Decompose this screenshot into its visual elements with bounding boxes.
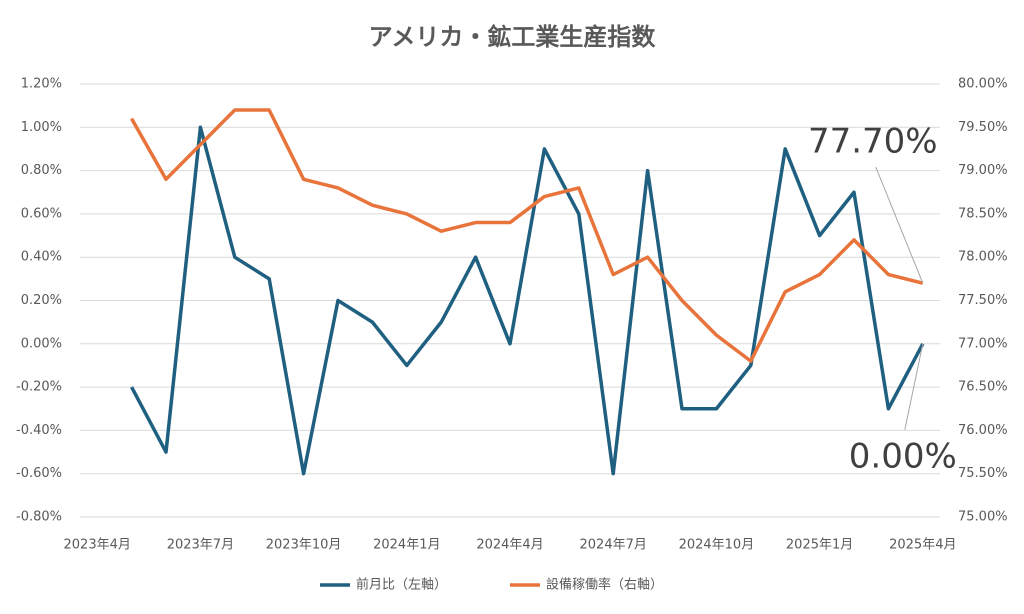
- legend-label: 前月比（左軸）: [356, 577, 447, 593]
- legend-label: 設備稼働率（右軸）: [546, 577, 663, 593]
- x-tick-label: 2024年7月: [580, 538, 647, 553]
- y-tick-label: -0.80%: [16, 510, 62, 525]
- x-tick-label: 2023年10月: [266, 538, 342, 553]
- x-tick-label: 2025年4月: [889, 538, 956, 553]
- y2-tick-label: 76.00%: [958, 423, 1008, 438]
- data-label: 0.00%: [849, 436, 957, 476]
- x-tick-label: 2023年7月: [167, 538, 234, 553]
- y-tick-label: 0.60%: [21, 206, 62, 221]
- y-tick-label: -0.60%: [16, 466, 62, 481]
- x-tick-label: 2023年4月: [64, 538, 131, 553]
- leader-line: [875, 166, 924, 284]
- x-tick-label: 2024年1月: [373, 538, 440, 553]
- y2-tick-label: 80.00%: [958, 77, 1008, 92]
- y-tick-label: 1.00%: [21, 120, 62, 135]
- leader-line: [904, 343, 924, 430]
- y-tick-label: -0.40%: [16, 423, 62, 438]
- y2-tick-label: 77.50%: [958, 293, 1008, 308]
- y2-tick-label: 79.00%: [958, 163, 1008, 178]
- x-tick-label: 2024年10月: [679, 538, 755, 553]
- y2-tick-label: 75.50%: [958, 466, 1008, 481]
- y-tick-label: 0.40%: [21, 250, 62, 265]
- y-tick-label: 1.20%: [21, 77, 62, 92]
- y2-tick-label: 77.00%: [958, 336, 1008, 351]
- y-tick-label: -0.20%: [16, 380, 62, 395]
- chart-title: アメリカ・鉱工業生産指数: [369, 23, 657, 51]
- y2-tick-label: 79.50%: [958, 120, 1008, 135]
- x-tick-label: 2024年4月: [476, 538, 543, 553]
- y2-tick-label: 78.50%: [958, 206, 1008, 221]
- x-tick-label: 2025年1月: [786, 538, 853, 553]
- series-line: [130, 108, 924, 363]
- y-tick-label: 0.80%: [21, 163, 62, 178]
- y2-tick-label: 78.00%: [958, 250, 1008, 265]
- y2-tick-label: 76.50%: [958, 380, 1008, 395]
- y2-tick-label: 75.00%: [958, 510, 1008, 525]
- series-line: [130, 125, 925, 476]
- y-tick-label: 0.20%: [21, 293, 62, 308]
- y-tick-label: 0.00%: [21, 336, 62, 351]
- data-label: 77.70%: [808, 122, 938, 162]
